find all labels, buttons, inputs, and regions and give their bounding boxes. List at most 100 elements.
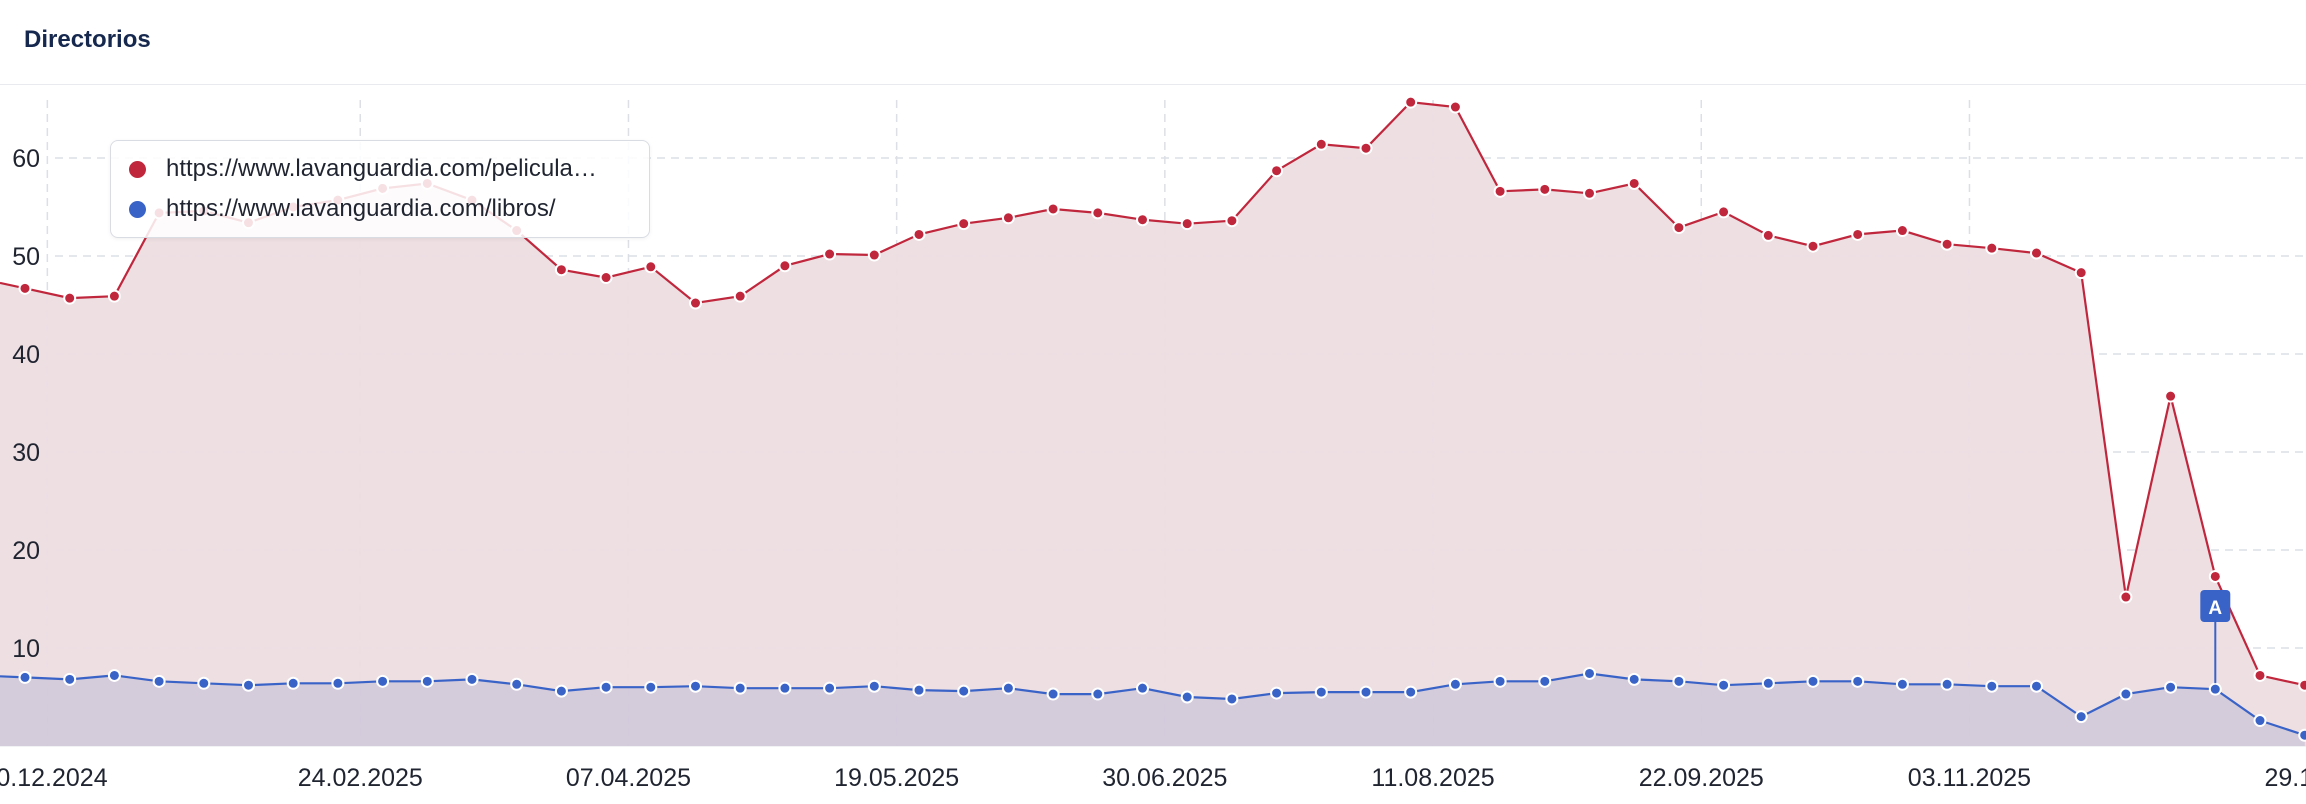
- x-tick-label: 22.09.2025: [1639, 764, 1764, 792]
- data-point-libros: [1672, 674, 1686, 688]
- data-point-peliculas: [2164, 389, 2178, 403]
- data-point-peliculas: [1046, 202, 1060, 216]
- data-point-libros: [1001, 681, 1015, 695]
- data-point-libros: [1225, 692, 1239, 706]
- data-point-peliculas: [1627, 176, 1641, 190]
- data-point-peliculas: [1672, 221, 1686, 235]
- data-point-peliculas: [1270, 164, 1284, 178]
- data-point-libros: [1761, 676, 1775, 690]
- data-point-peliculas: [1761, 228, 1775, 242]
- data-point-peliculas: [823, 247, 837, 261]
- data-point-libros: [1314, 685, 1328, 699]
- data-point-libros: [554, 684, 568, 698]
- x-tick-label: 30.06.2025: [1102, 764, 1227, 792]
- data-point-peliculas: [2030, 246, 2043, 260]
- x-tick-label: 07.04.2025: [566, 764, 691, 792]
- y-tick-label: 30: [12, 439, 40, 467]
- x-tick-label: 03.11.2025: [1908, 764, 2031, 792]
- data-point-libros: [2208, 682, 2222, 696]
- page-title: Directorios: [24, 26, 151, 53]
- data-point-peliculas: [1940, 237, 1954, 251]
- data-point-peliculas: [1538, 182, 1552, 196]
- data-point-libros: [733, 681, 747, 695]
- data-point-libros: [1493, 674, 1507, 688]
- data-point-libros: [242, 678, 255, 692]
- data-point-libros: [2164, 680, 2178, 694]
- legend-item-peliculas[interactable]: https://www.lavanguardia.com/pelicula…: [129, 153, 634, 185]
- data-point-libros: [2119, 687, 2133, 701]
- x-tick-label: 0.12.2024: [0, 764, 108, 792]
- data-point-peliculas: [1001, 211, 1015, 225]
- area-peliculas: [0, 102, 2306, 746]
- data-point-peliculas: [778, 259, 792, 273]
- data-point-peliculas: [599, 271, 613, 285]
- annotation-badge: [2200, 590, 2231, 622]
- data-point-peliculas: [1717, 205, 1731, 219]
- data-point-libros: [1851, 674, 1865, 688]
- data-point-peliculas: [554, 263, 568, 277]
- data-point-libros: [778, 681, 792, 695]
- legend-label-libros: https://www.lavanguardia.com/libros/: [166, 195, 556, 222]
- data-point-peliculas: [1359, 141, 1373, 155]
- data-point-libros: [1538, 674, 1552, 688]
- data-point-peliculas: [1448, 100, 1462, 114]
- annotation-label: A: [2208, 598, 2222, 619]
- data-point-libros: [599, 680, 613, 694]
- x-tick-label: 11.08.2025: [1371, 764, 1494, 792]
- data-point-peliculas: [1985, 241, 1999, 255]
- data-point-peliculas: [2208, 569, 2222, 583]
- x-tick-label: 19.05.2025: [834, 764, 959, 792]
- legend-item-libros[interactable]: https://www.lavanguardia.com/libros/: [129, 193, 634, 225]
- data-point-peliculas: [1225, 214, 1239, 228]
- data-point-peliculas: [1404, 95, 1418, 109]
- chart-legend: https://www.lavanguardia.com/pelicula… h…: [110, 140, 650, 238]
- x-tick-label: 29.12.2025: [2264, 764, 2306, 792]
- data-point-peliculas: [1091, 206, 1105, 220]
- data-point-libros: [286, 676, 300, 690]
- data-point-libros: [1806, 674, 1820, 688]
- y-tick-label: 40: [12, 341, 40, 369]
- data-point-peliculas: [957, 217, 971, 231]
- y-tick-label: 20: [12, 537, 40, 565]
- data-point-peliculas: [2298, 678, 2306, 692]
- data-point-peliculas: [1806, 239, 1820, 253]
- data-point-libros: [63, 672, 77, 686]
- data-point-libros: [1046, 687, 1060, 701]
- data-point-libros: [912, 683, 926, 697]
- data-point-libros: [465, 672, 479, 686]
- data-point-libros: [2253, 714, 2267, 728]
- data-point-libros: [1448, 677, 1462, 691]
- data-point-libros: [1180, 690, 1194, 704]
- annotation-layer: A: [2200, 590, 2231, 684]
- data-point-libros: [18, 670, 32, 684]
- data-point-peliculas: [1583, 186, 1596, 200]
- data-point-libros: [197, 676, 211, 690]
- data-point-peliculas: [1136, 213, 1149, 227]
- data-point-libros: [420, 674, 434, 688]
- legend-dot-blue: [129, 200, 146, 218]
- data-point-libros: [2030, 679, 2043, 693]
- data-point-peliculas: [2253, 668, 2267, 682]
- data-point-peliculas: [63, 291, 77, 305]
- data-point-peliculas: [1314, 137, 1328, 151]
- data-point-libros: [1985, 679, 1999, 693]
- data-point-libros: [1895, 677, 1909, 691]
- data-point-libros: [1583, 666, 1596, 680]
- data-point-peliculas: [2074, 266, 2088, 280]
- data-point-libros: [644, 680, 658, 694]
- data-point-libros: [1627, 672, 1641, 686]
- data-point-libros: [1359, 685, 1373, 699]
- data-point-libros: [152, 674, 166, 688]
- header-divider: [0, 84, 2306, 85]
- data-point-libros: [1091, 687, 1105, 701]
- data-point-peliculas: [867, 248, 881, 262]
- data-point-peliculas: [1895, 224, 1909, 238]
- data-point-peliculas: [912, 227, 926, 241]
- data-point-libros: [510, 677, 524, 691]
- data-point-libros: [2074, 710, 2088, 724]
- data-point-libros: [867, 679, 881, 693]
- point-layer: [18, 95, 2306, 742]
- data-point-libros: [1270, 686, 1284, 700]
- data-point-libros: [1136, 681, 1149, 695]
